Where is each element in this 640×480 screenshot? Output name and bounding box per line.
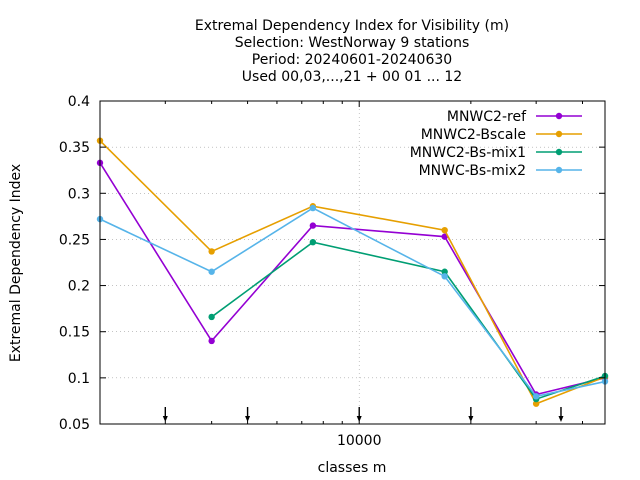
series-line xyxy=(99,162,606,396)
legend-marker xyxy=(555,112,563,120)
y-tick-label: 0.3 xyxy=(68,186,90,202)
data-point xyxy=(532,393,540,400)
plot-frame xyxy=(99,100,606,425)
data-point xyxy=(309,238,317,246)
y-tick-label: 0.4 xyxy=(68,94,90,110)
legend-entry: MNWC2-ref xyxy=(447,109,582,125)
legend-marker xyxy=(555,166,563,174)
class-marker-arrow xyxy=(468,407,474,422)
legend-label: MNWC2-ref xyxy=(447,109,527,125)
legend-label: MNWC2-Bs-mix1 xyxy=(410,145,526,161)
data-point xyxy=(532,400,540,407)
series-line xyxy=(99,140,606,405)
y-tick-label: 0.15 xyxy=(59,325,90,341)
series-group xyxy=(96,137,609,407)
data-point xyxy=(441,227,448,234)
legend-marker xyxy=(555,148,563,156)
y-tick-label: 0.25 xyxy=(59,232,90,248)
data-point xyxy=(208,268,215,275)
series-mnwc-bs-mix2 xyxy=(96,204,609,400)
series-mnwc2-ref xyxy=(96,159,609,398)
x-axis-label: classes m xyxy=(318,460,387,476)
y-tick-label: 0.05 xyxy=(59,417,90,433)
series-line xyxy=(99,207,606,398)
legend-label: MNWC-Bs-mix2 xyxy=(419,163,526,179)
legend: MNWC2-ref MNWC2-Bscale MNWC2-Bs-mix1 MNWC-B… xyxy=(410,109,582,179)
class-markers xyxy=(162,407,564,422)
data-point xyxy=(208,313,215,321)
title-line: Period: 20240601-20240630 xyxy=(252,52,452,68)
title-line: Selection: WestNorway 9 stations xyxy=(235,35,470,51)
legend-label: MNWC2-Bscale xyxy=(421,127,526,143)
data-point xyxy=(309,204,317,212)
y-tick-label: 0.2 xyxy=(68,279,90,295)
y-tick-label: 0.1 xyxy=(68,371,90,387)
legend-entry: MNWC2-Bs-mix1 xyxy=(410,145,582,161)
legend-entry: MNWC-Bs-mix2 xyxy=(419,163,582,179)
data-point xyxy=(309,222,317,229)
class-marker-arrow xyxy=(558,407,564,422)
legend-marker xyxy=(555,130,563,138)
series-mnwc2-bscale xyxy=(96,137,609,407)
grid-lines xyxy=(100,101,605,424)
x-tick-label: 10000 xyxy=(337,433,382,449)
class-marker-arrow xyxy=(245,407,251,422)
data-point xyxy=(441,233,448,240)
data-point xyxy=(208,248,215,255)
data-point xyxy=(441,273,448,280)
legend-entry: MNWC2-Bscale xyxy=(421,127,582,143)
y-tick-label: 0.35 xyxy=(59,140,90,156)
title-line: Extremal Dependency Index for Visibility… xyxy=(195,18,509,34)
data-point xyxy=(441,268,448,275)
class-marker-arrow xyxy=(162,407,168,422)
y-axis-ticks: 0.05 0.1 0.15 0.2 0.25 0.3 0.35 0.4 xyxy=(59,94,605,433)
title-line: Used 00,03,...,21 + 00 01 ... 12 xyxy=(242,69,462,85)
data-point xyxy=(208,337,215,345)
series-line xyxy=(211,241,606,401)
chart-title: Extremal Dependency Index for Visibility… xyxy=(195,18,509,85)
y-axis-label: Extremal Dependency Index xyxy=(8,164,24,362)
x-axis-ticks: 10000 xyxy=(99,101,583,449)
